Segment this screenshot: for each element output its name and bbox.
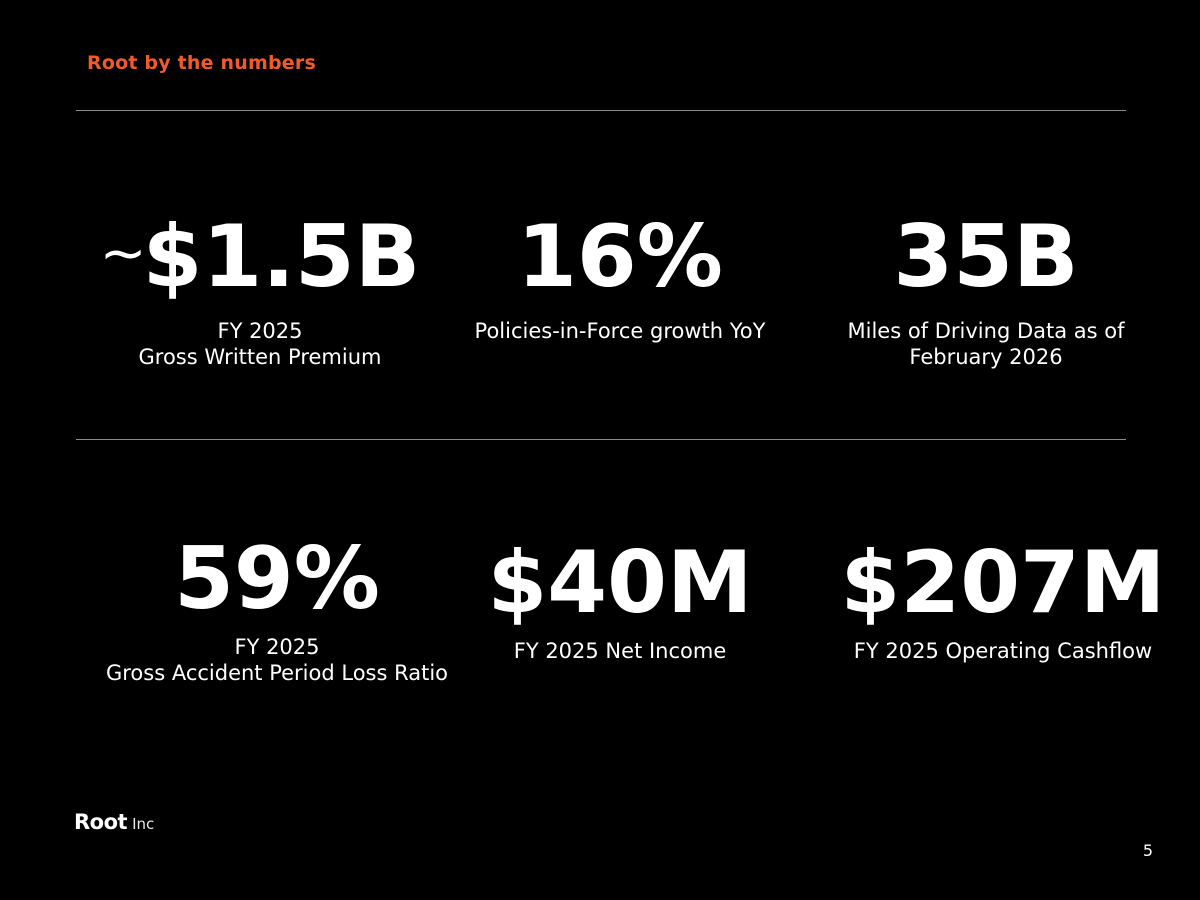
stat-label: FY 2025 Operating Cashflow	[853, 639, 1153, 663]
stat-value: 59%	[174, 529, 380, 629]
stat-driving-data-miles: 35B Miles of Driving Data as of February…	[826, 214, 1146, 370]
stat-label: FY 2025 Gross Written Premium	[138, 319, 382, 369]
stat-value: 35B	[893, 207, 1079, 307]
stat-label: FY 2025 Gross Accident Period Loss Ratio	[105, 635, 449, 685]
stat-net-income: $40M FY 2025 Net Income	[470, 540, 770, 664]
approx-symbol: ~	[99, 221, 147, 286]
stat-value: $207M	[840, 533, 1166, 633]
stat-value: $40M	[487, 533, 753, 633]
stat-number: $1.5B	[142, 207, 421, 307]
stat-operating-cashflow: $207M FY 2025 Operating Cashflow	[828, 540, 1178, 664]
stat-label: Miles of Driving Data as of February 202…	[847, 319, 1125, 369]
stat-value: ~$1.5B	[90, 214, 430, 300]
stat-policies-in-force-growth: 16% Policies-in-Force growth YoY	[430, 214, 810, 344]
logo-suffix: Inc	[132, 815, 155, 833]
stat-label: FY 2025 Net Income	[513, 639, 727, 663]
slide-title: Root by the numbers	[87, 52, 316, 74]
logo-wordmark: Root	[74, 810, 128, 834]
stat-loss-ratio: 59% FY 2025 Gross Accident Period Loss R…	[92, 536, 462, 686]
root-logo: Root Inc	[74, 810, 154, 834]
page-number: 5	[1142, 841, 1153, 860]
stat-value: 16%	[517, 207, 723, 307]
middle-divider	[76, 439, 1126, 440]
top-divider	[76, 110, 1126, 111]
stat-gross-written-premium: ~$1.5B FY 2025 Gross Written Premium	[90, 214, 430, 370]
stat-label: Policies-in-Force growth YoY	[474, 319, 766, 343]
